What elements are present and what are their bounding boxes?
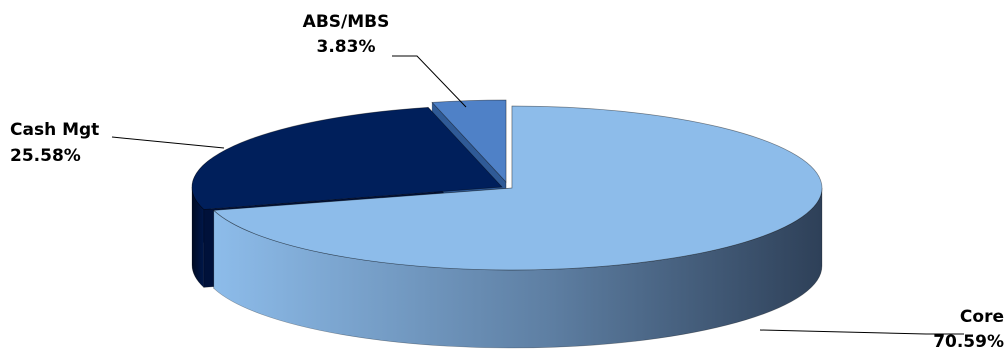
- slice-core: [212, 105, 823, 271]
- slice-value-label-abs-mbs: 3.83%: [317, 37, 376, 57]
- leader-line-core: [759, 329, 964, 335]
- slice-cash-mgt: [191, 107, 503, 210]
- slice-label-cash-mgt: Cash Mgt: [10, 120, 99, 140]
- slice-label-core: Core: [960, 307, 1004, 327]
- slice-value-label-core: 70.59%: [933, 332, 1004, 350]
- slice-label-abs-mbs: ABS/MBS: [303, 12, 390, 32]
- slice-value-label-cash-mgt: 25.58%: [10, 146, 81, 166]
- leader-line-abs-mbs: [392, 55, 467, 108]
- leader-line-cash-mgt: [111, 136, 225, 149]
- slice-abs-mbs: [431, 99, 507, 183]
